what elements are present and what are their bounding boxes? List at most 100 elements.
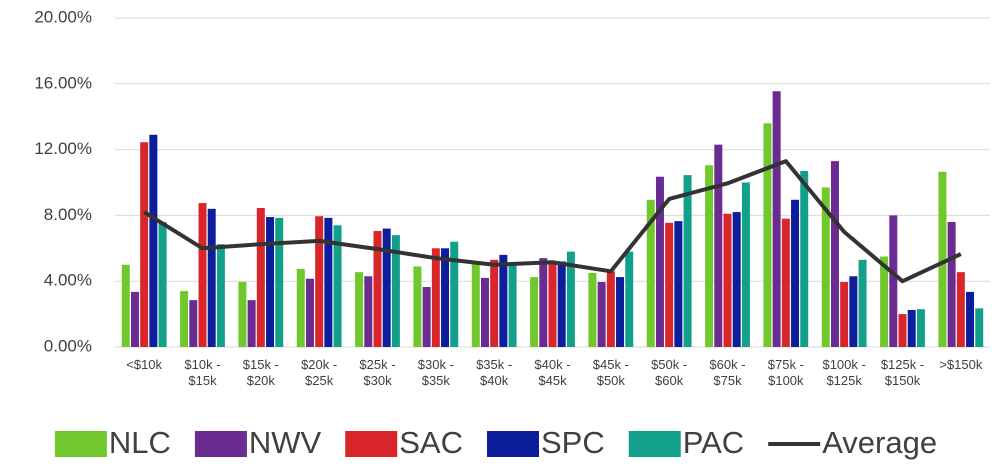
legend-label: Average — [822, 425, 937, 460]
bar — [800, 170, 809, 347]
bar — [530, 277, 539, 347]
bar — [916, 309, 925, 347]
bar — [355, 272, 364, 347]
bar — [305, 278, 314, 347]
bar — [947, 221, 956, 347]
bar — [450, 241, 459, 347]
bar — [781, 218, 790, 347]
bar — [382, 228, 391, 347]
legend-label: SPC — [541, 425, 605, 460]
bar — [763, 123, 772, 347]
bar — [557, 261, 566, 347]
bar — [889, 215, 898, 347]
legend-label: NLC — [109, 425, 171, 460]
bar — [499, 254, 508, 347]
x-tick-label: $20k - $25k — [301, 357, 338, 388]
bar — [441, 248, 450, 347]
bar — [431, 248, 440, 347]
legend-swatch — [194, 431, 247, 457]
bar — [674, 221, 683, 347]
bar — [315, 216, 324, 347]
y-tick-label: 16.00% — [34, 73, 92, 92]
bar — [646, 199, 655, 347]
legend-label: PAC — [683, 425, 744, 460]
bar — [140, 142, 149, 347]
x-tick-label: $15k - $20k — [242, 357, 279, 388]
x-tick-label: $40k - $45k — [534, 357, 571, 388]
legend-label: NWV — [249, 425, 322, 460]
bar — [364, 276, 373, 347]
bar — [238, 282, 247, 347]
bar — [606, 271, 615, 347]
bar — [898, 314, 907, 347]
x-tick-label: $100k - $125k — [822, 357, 866, 388]
x-tick-label: $10k - $15k — [184, 357, 221, 388]
x-tick-label: $125k - $150k — [880, 357, 925, 388]
bar — [772, 91, 781, 347]
bar — [391, 235, 400, 347]
bar — [625, 251, 634, 347]
bar — [597, 282, 606, 347]
bar — [158, 221, 167, 347]
bar — [333, 225, 342, 347]
y-tick-label: 12.00% — [34, 139, 92, 158]
bar — [256, 207, 265, 347]
bar — [665, 222, 674, 347]
bar — [907, 309, 916, 347]
bar — [880, 256, 889, 347]
bar — [975, 308, 984, 347]
bar — [723, 213, 732, 347]
x-tick-label: <$10k — [126, 357, 163, 372]
bar — [830, 161, 839, 347]
bar — [840, 282, 849, 347]
x-tick-label: $50k - $60k — [651, 357, 688, 388]
bar — [216, 244, 225, 347]
legend-label: SAC — [399, 425, 463, 460]
legend-swatch — [345, 431, 398, 457]
x-tick-label: $45k - $50k — [592, 357, 629, 388]
bar — [373, 231, 382, 347]
x-tick-label: $25k - $30k — [359, 357, 396, 388]
bar — [130, 291, 139, 347]
bar — [616, 277, 625, 347]
bar — [490, 259, 499, 347]
bar — [741, 182, 750, 347]
bar — [266, 217, 275, 347]
bar — [732, 212, 741, 347]
bar — [956, 272, 965, 347]
bar — [588, 272, 597, 347]
bar — [275, 217, 284, 347]
bar — [198, 203, 207, 347]
bar — [566, 251, 575, 347]
bar — [508, 263, 517, 347]
bar — [413, 266, 422, 347]
x-tick-label: $30k - $35k — [417, 357, 454, 388]
bar — [791, 199, 800, 347]
bar — [849, 276, 858, 347]
bar — [149, 134, 158, 347]
legend-swatch — [628, 431, 681, 457]
bar — [858, 259, 867, 347]
bar — [121, 264, 130, 347]
y-tick-label: 0.00% — [44, 336, 92, 355]
x-tick-label: $35k - $40k — [476, 357, 513, 388]
x-tick-label: >$150k — [939, 357, 983, 372]
y-tick-label: 8.00% — [44, 205, 92, 224]
line — [143, 159, 962, 284]
bar — [821, 187, 830, 347]
bar — [714, 144, 723, 347]
legend-swatch — [54, 431, 107, 457]
bar — [938, 171, 947, 347]
x-tick-label: $75k - $100k — [767, 357, 804, 388]
bar — [247, 300, 256, 347]
bar — [966, 291, 975, 347]
bar — [296, 268, 305, 347]
bar — [548, 261, 557, 347]
bar — [539, 258, 548, 347]
bar — [480, 277, 489, 347]
x-tick-label: $60k - $75k — [709, 357, 746, 388]
bar — [471, 263, 480, 347]
bar — [655, 176, 664, 347]
bar — [180, 291, 189, 347]
